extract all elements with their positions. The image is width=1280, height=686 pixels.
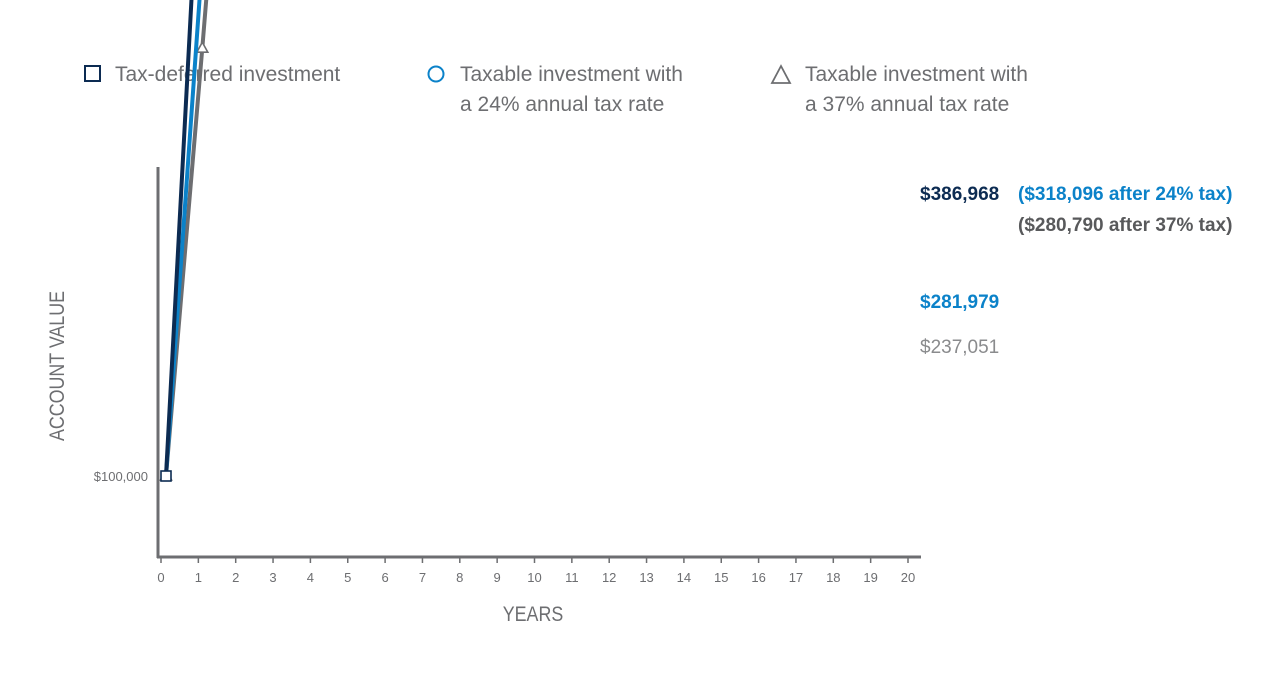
legend-circle-icon (427, 65, 445, 83)
y-ticks: $100,000$200,000$300,000$400,000 (94, 469, 148, 484)
x-tick-label: 11 (565, 570, 579, 585)
x-tick-label: 18 (826, 570, 840, 585)
legend-label-taxable37-line2: a 37% annual tax rate (805, 93, 1009, 116)
x-ticks: 0 1 2 3 4 5 6 7 8 9 10 11 12 13 14 15 16 17 18 19 20 (157, 557, 915, 585)
legend-label-taxable37-line1: Taxable investment with (805, 63, 1028, 86)
x-tick-label: 14 (677, 570, 691, 585)
x-tick-label: 17 (789, 570, 803, 585)
data-point-square (160, 470, 172, 482)
x-tick-label: 20 (901, 570, 915, 585)
legend-label-taxable24-line1: Taxable investment with (460, 63, 683, 86)
after-37-tax-label: ($280,790 after 37% tax) (1018, 215, 1232, 236)
x-tick-label: 4 (307, 570, 314, 585)
x-tick-label: 9 (494, 570, 501, 585)
data-point-triangle (195, 40, 210, 54)
legend-label-deferred: Tax-deferred investment (115, 63, 340, 86)
x-tick-label: 19 (863, 570, 877, 585)
x-tick-label: 5 (344, 570, 351, 585)
x-tick-label: 1 (195, 570, 202, 585)
legend-triangle-icon (770, 64, 792, 84)
y-axis-title: ACCOUNT VALUE (46, 291, 70, 441)
legend-square-icon (84, 65, 101, 82)
taxable37-end-label: $237,051 (920, 337, 999, 358)
legend-label-taxable24-line2: a 24% annual tax rate (460, 93, 664, 116)
x-tick-label: 15 (714, 570, 728, 585)
x-tick-label: 6 (381, 570, 388, 585)
x-tick-label: 0 (157, 570, 164, 585)
x-tick-label: 12 (602, 570, 616, 585)
x-tick-label: 13 (639, 570, 653, 585)
x-tick-label: 10 (527, 570, 541, 585)
x-tick-label: 8 (456, 570, 463, 585)
after-24-tax-label: ($318,096 after 24% tax) (1018, 184, 1232, 205)
x-tick-label: 3 (269, 570, 276, 585)
taxable24-end-label: $281,979 (920, 292, 999, 313)
x-tick-label: 16 (751, 570, 765, 585)
deferred-end-label: $386,968 (920, 184, 999, 205)
x-tick-label: 7 (419, 570, 426, 585)
x-axis-title: YEARS (503, 603, 563, 627)
legend: Tax-deferred investment Taxable investme… (84, 63, 1028, 116)
x-tick-label: 2 (232, 570, 239, 585)
y-tick-label: $100,000 (94, 469, 148, 484)
series-square (160, 0, 194, 482)
series-group (159, 0, 210, 482)
